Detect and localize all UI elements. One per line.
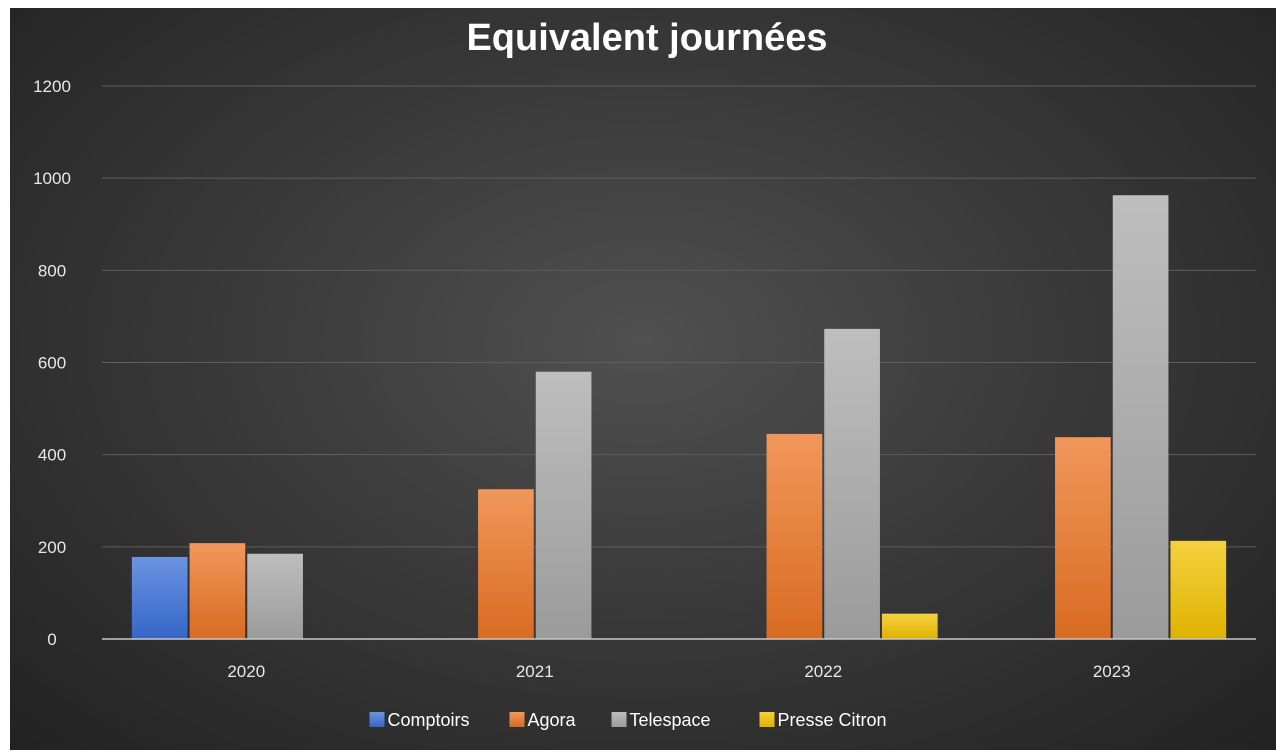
- legend-swatch-comptoirs: [369, 712, 385, 727]
- y-tick-label-1200: 1200: [33, 77, 71, 96]
- y-tick-label-400: 400: [38, 446, 66, 465]
- bar-telespace-2023: [1112, 195, 1169, 639]
- y-tick-label-200: 200: [38, 538, 66, 557]
- legend-item-presse-citron: Presse Citron: [759, 710, 887, 730]
- bar-telespace-2022: [824, 328, 880, 639]
- legend-swatch-telespace: [611, 712, 627, 727]
- bar-agora-2020: [189, 543, 246, 639]
- legend-item-agora: Agora: [509, 710, 577, 730]
- y-axis-ticks: 0 200 400 600 800 1000 1200: [33, 77, 71, 649]
- legend: Comptoirs Agora Telespace Presse Citron: [369, 710, 887, 730]
- x-axis-ticks: 2020 2021 2022 2023: [227, 662, 1130, 681]
- x-tick-label-2021: 2021: [516, 662, 554, 681]
- y-tick-label-800: 800: [38, 261, 66, 280]
- bar-agora-2022: [766, 433, 823, 639]
- legend-label-agora: Agora: [528, 710, 577, 730]
- legend-swatch-presse-citron: [759, 712, 775, 727]
- legend-item-telespace: Telespace: [611, 710, 711, 730]
- y-tick-label-1000: 1000: [33, 169, 71, 188]
- bars: [131, 195, 1227, 639]
- x-tick-label-2020: 2020: [227, 662, 265, 681]
- y-tick-label-0: 0: [47, 630, 56, 649]
- legend-label-presse-citron: Presse Citron: [778, 710, 887, 730]
- legend-item-comptoirs: Comptoirs: [369, 710, 470, 730]
- chart-title: Equivalent journées: [466, 17, 827, 59]
- y-tick-label-600: 600: [38, 354, 66, 373]
- bar-agora-2021: [478, 489, 534, 639]
- bar-presse-citron-2022: [881, 613, 938, 639]
- bar-comptoirs-2020: [131, 556, 188, 639]
- bar-agora-2023: [1055, 437, 1111, 639]
- legend-swatch-agora: [509, 712, 525, 727]
- legend-label-comptoirs: Comptoirs: [388, 710, 470, 730]
- bar-chart: Equivalent journées 0 200 400 600 800 1000 120…: [33, 17, 1256, 730]
- bar-presse-citron-2023: [1170, 540, 1227, 639]
- legend-label-telespace: Telespace: [630, 710, 711, 730]
- chart-area: Equivalent journées 0 200 400 600 800 1000 120…: [10, 8, 1276, 750]
- x-tick-label-2022: 2022: [804, 662, 842, 681]
- x-tick-label-2023: 2023: [1093, 662, 1131, 681]
- bar-telespace-2020: [247, 553, 303, 639]
- bar-telespace-2021: [535, 371, 592, 639]
